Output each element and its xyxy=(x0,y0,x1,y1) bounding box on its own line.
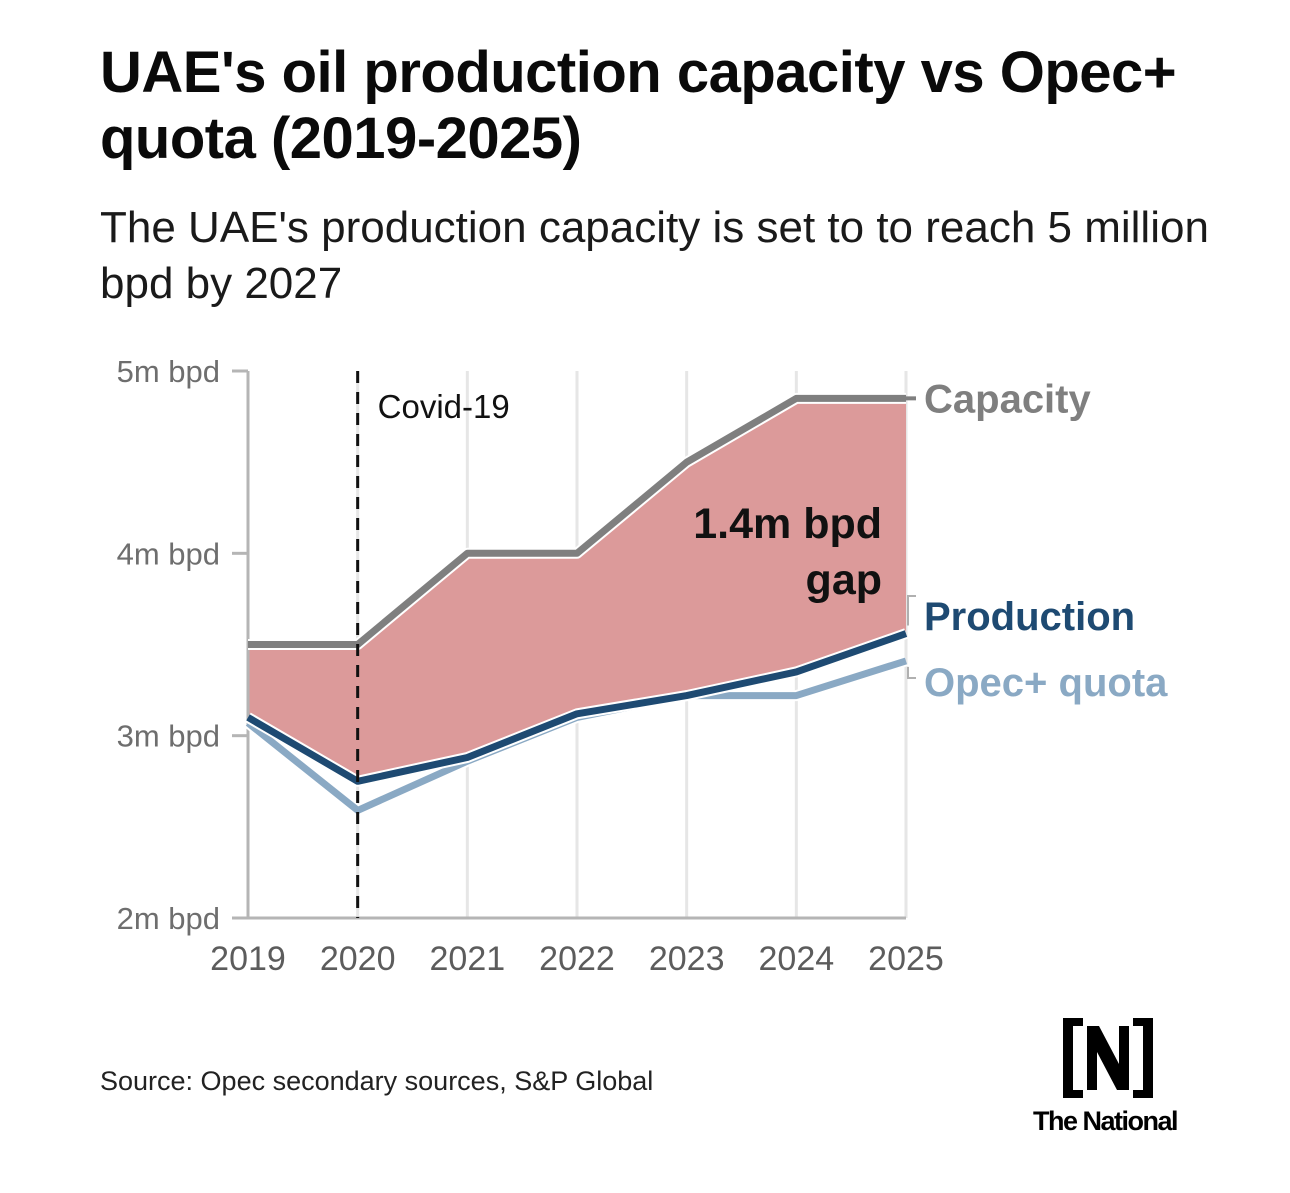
y-tick-label: 4m bpd xyxy=(117,536,220,571)
series-label-capacity: Capacity xyxy=(924,377,1091,421)
series-label-opec-quota: Opec+ quota xyxy=(924,661,1168,705)
chart-subtitle: The UAE's production capacity is set to … xyxy=(100,203,1209,308)
y-tick-label: 3m bpd xyxy=(117,719,220,754)
production-leader xyxy=(907,595,916,626)
chart-title: UAE's oil production capacity vs Opec+ q… xyxy=(100,40,1177,171)
x-tick-label: 2021 xyxy=(430,940,506,978)
axes: 2m bpd 3m bpd 4m bpd 5m bpd 2019 2020 2021 2022… xyxy=(117,354,944,978)
y-tick-label: 2m bpd xyxy=(117,901,220,936)
x-tick-label: 2024 xyxy=(759,940,835,978)
gap-label-line-1: 1.4m bpd xyxy=(693,500,882,548)
source-note: Source: Opec secondary sources, S&P Glob… xyxy=(100,1066,654,1096)
chart-labels: Covid-19 1.4m bpd gap Capacity Production Ope… xyxy=(356,371,1168,918)
x-tick-label: 2019 xyxy=(210,940,286,978)
x-tick-label: 2023 xyxy=(649,940,725,978)
covid-annotation-label: Covid-19 xyxy=(378,388,510,425)
x-tick-label: 2022 xyxy=(539,940,615,978)
quota-leader xyxy=(907,666,916,679)
the-national-logo-icon xyxy=(1063,1018,1153,1098)
gap-label-line-2: gap xyxy=(806,556,882,604)
y-tick-label: 5m bpd xyxy=(117,354,220,389)
x-tick-label: 2025 xyxy=(868,940,944,978)
x-tick-label: 2020 xyxy=(320,940,396,978)
gap-area xyxy=(248,402,906,779)
brand-name: The National xyxy=(1032,1106,1179,1136)
brand-logo: The National xyxy=(1010,1018,1200,1148)
series-label-production: Production xyxy=(924,595,1135,639)
